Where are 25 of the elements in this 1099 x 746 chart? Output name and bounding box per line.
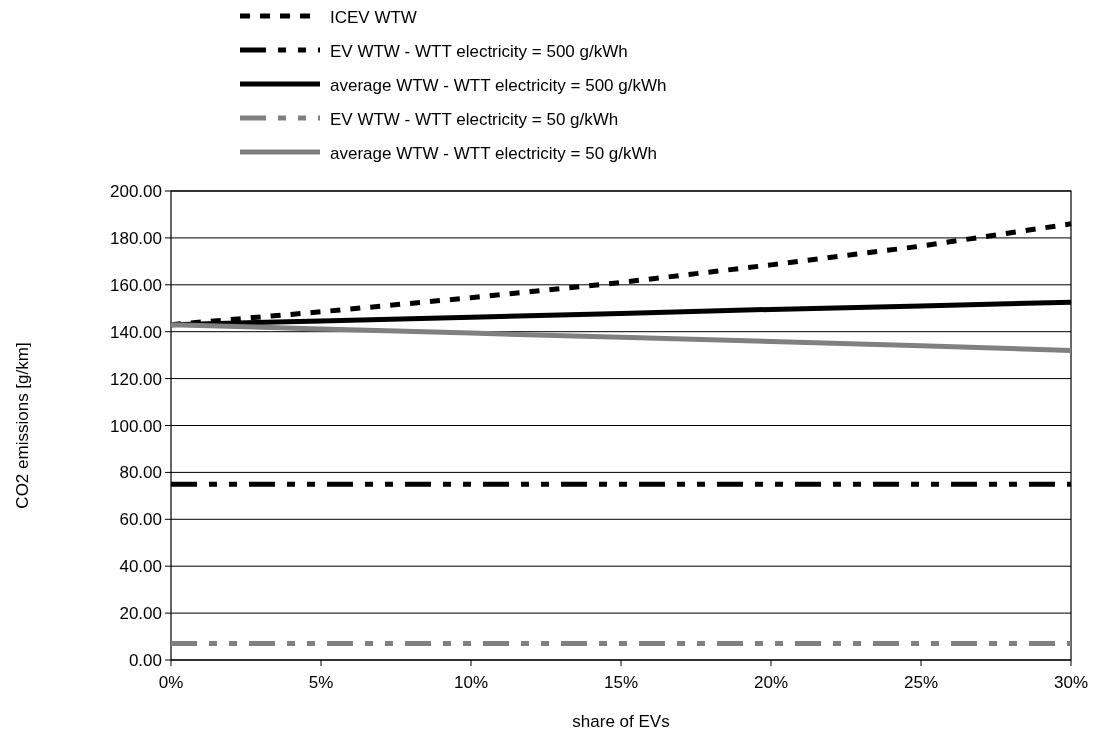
x-tick-label: 25% bbox=[903, 673, 939, 692]
y-tick-label: 200.00 bbox=[110, 182, 162, 201]
x-axis-title: share of EVs bbox=[572, 712, 670, 731]
y-tick-label: 140.00 bbox=[110, 322, 162, 342]
x-tick-label: 20% bbox=[753, 673, 789, 692]
legend-label: average WTW - WTT electricity = 50 g/kWh bbox=[330, 144, 658, 163]
x-tick-label: 30% bbox=[1053, 673, 1089, 692]
y-axis-title: CO2 emissions [g/km] bbox=[13, 342, 32, 509]
x-tick-label: 15% bbox=[603, 673, 639, 692]
legend-label: EV WTW - WTT electricity = 50 g/kWh bbox=[330, 110, 619, 129]
y-tick-label: 160.00 bbox=[110, 275, 162, 295]
y-tick-label: 180.00 bbox=[110, 228, 162, 248]
legend-label: average WTW - WTT electricity = 500 g/kWh bbox=[330, 76, 667, 95]
y-tick-label: 60.00 bbox=[119, 510, 162, 530]
y-tick-label: 120.00 bbox=[110, 369, 162, 389]
y-tick-label: 20.00 bbox=[119, 604, 162, 624]
x-tick-label: 0% bbox=[158, 673, 184, 692]
x-tick-label: 10% bbox=[453, 673, 489, 692]
y-tick-label: 0.00 bbox=[128, 651, 162, 670]
y-tick-label: 100.00 bbox=[110, 416, 162, 436]
x-tick-label: 5% bbox=[308, 673, 334, 692]
legend-label: EV WTW - WTT electricity = 500 g/kWh bbox=[330, 42, 628, 61]
legend-label: ICEV WTW bbox=[330, 8, 417, 27]
y-tick-label: 80.00 bbox=[119, 463, 162, 483]
y-tick-label: 40.00 bbox=[119, 557, 162, 577]
